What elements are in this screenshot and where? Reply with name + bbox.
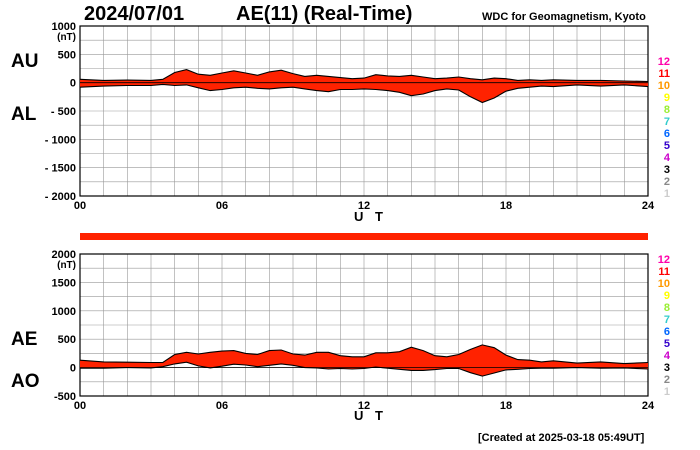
y-tick-label: 1000 xyxy=(52,21,76,33)
lower-series-line xyxy=(80,361,649,377)
ae-label: AE xyxy=(11,329,38,350)
y-tick-label: -500 xyxy=(54,391,76,403)
x-tick-label: 18 xyxy=(500,200,512,212)
kp-legend-item: 8 xyxy=(663,104,670,116)
y-tick-label: - 1000 xyxy=(45,134,76,146)
kp-legend-item: 11 xyxy=(658,68,670,80)
kp-legend-item: 10 xyxy=(657,80,670,92)
chart-panel-bottom: 2000 1500 1000 500 0 -500 (nT) 00 06 12 18 24 xyxy=(52,249,655,412)
y-tick-label: 500 xyxy=(58,334,76,346)
kp-legend-item: 5 xyxy=(663,338,670,350)
kp-legend-item: 3 xyxy=(663,362,670,374)
y-tick-label: 1000 xyxy=(52,306,76,318)
kp-legend-item: 6 xyxy=(663,326,670,338)
y-tick-label: 2000 xyxy=(52,249,76,261)
al-label: AL xyxy=(11,104,37,125)
kp-legend-item: 2 xyxy=(663,374,670,386)
kp-legend-item: 1 xyxy=(663,188,670,200)
lower-series-line xyxy=(79,83,649,104)
x-tick-label: 12 xyxy=(358,200,370,212)
kp-legend-item: 4 xyxy=(663,350,670,362)
kp-legend-item: 7 xyxy=(663,314,670,326)
x-tick-label: 18 xyxy=(500,400,512,412)
y-axis-unit-label: (nT) xyxy=(57,32,76,43)
kp-legend-item: 9 xyxy=(663,92,670,104)
kp-legend-item: 1 xyxy=(663,386,670,398)
x-tick-label: 06 xyxy=(216,200,228,212)
y-axis-unit-label: (nT) xyxy=(57,260,76,271)
chart-panel-top: 1000 500 0 - 500 - 1000 - 1500 - 2000 (nT) 00 06 1… xyxy=(45,21,655,212)
plot-frame xyxy=(79,253,649,397)
separator-bar xyxy=(80,233,648,240)
kp-legend-item: 6 xyxy=(663,128,670,140)
kp-legend-item: 11 xyxy=(658,266,670,278)
x-tick-label: 00 xyxy=(74,400,86,412)
y-tick-label: 500 xyxy=(58,49,76,61)
kp-legend-item: 12 xyxy=(657,254,670,266)
x-axis-label-bottom: U T xyxy=(354,408,387,423)
kp-legend-item: 2 xyxy=(663,176,670,188)
series-band xyxy=(80,344,648,377)
x-tick-label: 00 xyxy=(74,200,86,212)
ao-label: AO xyxy=(11,371,40,392)
x-tick-label: 24 xyxy=(642,400,655,412)
kp-legend-item: 8 xyxy=(663,302,670,314)
plot-frame xyxy=(79,25,649,197)
x-axis-label-top: U T xyxy=(354,209,387,224)
upper-series-line xyxy=(79,344,649,365)
upper-series-line xyxy=(79,69,649,83)
kp-legend-item: 3 xyxy=(663,164,670,176)
kp-legend-item: 12 xyxy=(657,56,670,68)
au-label: AU xyxy=(11,51,39,72)
series-band xyxy=(80,69,648,103)
y-tick-label: - 2000 xyxy=(45,191,76,203)
kp-legend-item: 10 xyxy=(657,278,670,290)
x-tick-label: 06 xyxy=(216,400,228,412)
y-tick-label: 0 xyxy=(70,363,76,375)
y-tick-label: - 500 xyxy=(51,106,76,118)
created-timestamp: [Created at 2025-03-18 05:49UT] xyxy=(478,432,645,444)
kp-legend-item: 9 xyxy=(663,290,670,302)
kp-legend-top: 12 11 10 9 8 7 6 5 4 3 2 1 xyxy=(646,56,670,200)
kp-legend-item: 5 xyxy=(663,140,670,152)
y-tick-label: 0 xyxy=(70,78,76,90)
kp-legend-bottom: 12 11 10 9 8 7 6 5 4 3 2 1 xyxy=(646,254,670,398)
credit-label: WDC for Geomagnetism, Kyoto xyxy=(482,11,646,23)
date-title: 2024/07/01 xyxy=(84,3,185,25)
x-tick-label: 24 xyxy=(642,200,655,212)
y-tick-label: 1500 xyxy=(52,277,76,289)
x-tick-label: 12 xyxy=(358,400,370,412)
kp-legend-item: 4 xyxy=(663,152,670,164)
y-tick-label: - 1500 xyxy=(45,163,76,175)
chart-title: AE(11) (Real-Time) xyxy=(236,3,413,25)
kp-legend-item: 7 xyxy=(663,116,670,128)
